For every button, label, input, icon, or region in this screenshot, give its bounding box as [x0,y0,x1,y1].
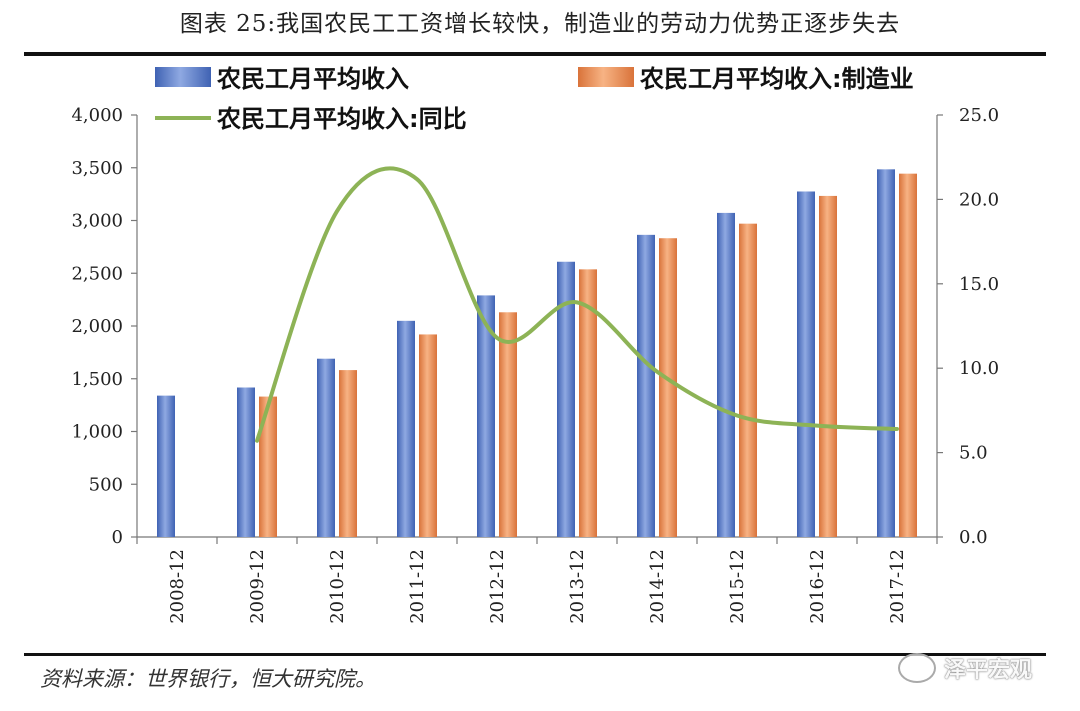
left-tick-label: 2,500 [71,263,123,284]
bar [397,320,415,537]
category-label: 2017-12 [887,549,908,624]
bars [157,169,917,538]
bar [637,234,655,537]
bar [499,312,517,537]
category-label: 2016-12 [807,549,828,624]
category-label: 2013-12 [567,549,588,624]
bar [659,238,677,537]
watermark-text: 泽平宏观 [944,658,1033,683]
left-tick-label: 0 [112,527,123,548]
category-label: 2012-12 [487,549,508,624]
category-label: 2008-12 [167,549,188,624]
bar [259,396,277,537]
category-label: 2015-12 [727,549,748,624]
line-series [255,166,899,443]
bar [419,334,437,537]
source-note: 资料来源：世界银行，恒大研究院。 [40,667,376,691]
bar [579,269,597,537]
bar [237,387,255,537]
left-tick-label: 1,500 [71,369,123,390]
category-label: 2011-12 [407,549,428,624]
bar [717,212,735,538]
legend-label: 农民工月平均收入:制造业 [639,65,914,93]
bottom-rule [24,653,1046,656]
left-tick-label: 3,000 [71,211,123,232]
left-tick-label: 2,000 [71,316,123,337]
legend-label: 农民工月平均收入 [216,65,409,93]
right-tick-label: 10.0 [959,358,999,379]
bar [557,261,575,537]
category-label: 2009-12 [247,549,268,624]
category-label: 2010-12 [327,549,348,624]
bar [877,169,895,537]
bar [739,223,757,538]
bar [477,295,495,537]
right-tick-label: 20.0 [959,189,999,210]
bar [899,173,917,537]
top-rule [24,52,1046,56]
bar [339,370,357,537]
right-tick-label: 5.0 [959,443,988,464]
bar [819,195,837,537]
legend-swatch [578,67,634,87]
category-label: 2014-12 [647,549,668,624]
wechat-logo-icon [898,653,936,683]
bar [317,358,335,537]
left-tick-label: 3,500 [71,158,123,179]
figure-title: 图表 25:我国农民工工资增长较快，制造业的劳动力优势正逐步失去 [179,11,901,37]
legend-label: 农民工月平均收入:同比 [216,105,467,133]
right-tick-label: 15.0 [959,274,999,295]
bar [157,395,175,537]
left-tick-label: 4,000 [71,105,123,126]
left-tick-label: 500 [89,474,123,495]
left-tick-label: 1,000 [71,422,123,443]
bar [797,191,815,538]
right-tick-label: 25.0 [959,105,999,126]
right-tick-label: 0.0 [959,527,988,548]
legend-swatch [155,67,211,87]
axes: 0 500 1,000 1,500 2,000 2,500 3,000 3,500 4,000 0… [71,105,999,624]
watermark: 泽平宏观 [898,648,1032,688]
